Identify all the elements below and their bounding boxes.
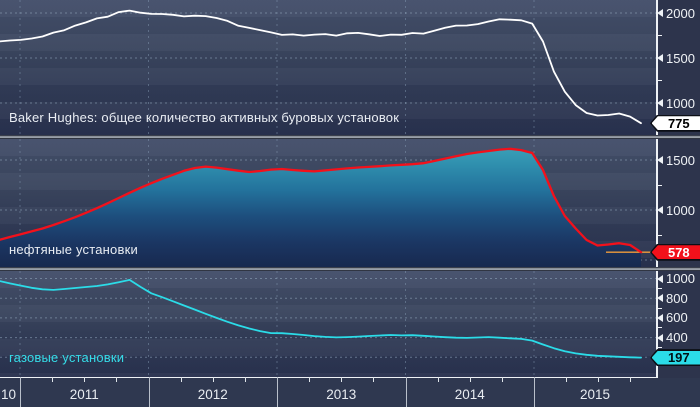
panel-divider[interactable]	[0, 135, 700, 139]
x-axis-minor-tick	[437, 377, 439, 382]
tick-arrow-icon	[657, 9, 663, 17]
y-axis-tick-label: 2000	[657, 5, 695, 21]
tick-arrow-icon	[657, 274, 663, 283]
x-axis-minor-tick	[180, 377, 182, 382]
x-axis-year-divider	[405, 377, 407, 407]
y-axis-tick-label: 1500	[657, 50, 695, 66]
y-axis-tick-label: 400	[657, 330, 688, 346]
tick-arrow-icon	[657, 313, 663, 322]
tick-arrow-icon	[657, 54, 663, 62]
x-axis-year-divider	[277, 377, 278, 407]
x-axis-minor-tick	[244, 377, 246, 382]
y-axis-tick-label: 1500	[657, 152, 695, 168]
x-axis-minor-tick	[309, 377, 311, 382]
x-axis-minor-tick	[373, 377, 375, 382]
y-axis-tick-label: 600	[657, 310, 688, 326]
last-value-oil: 578	[667, 244, 690, 260]
x-axis-minor-tick	[630, 377, 632, 382]
y-axis-value: 1500	[666, 152, 695, 168]
x-axis-minor-tick	[212, 377, 214, 382]
tick-arrow-icon	[657, 99, 663, 107]
y-axis-minor-tick	[657, 327, 662, 329]
last-value-total: 775	[667, 115, 690, 131]
oil-rigs-series-label: нефтяные установки	[9, 242, 138, 257]
tick-arrow-icon	[657, 333, 663, 342]
x-axis-label: 2012	[197, 387, 228, 402]
x-axis-label: 10	[1, 387, 17, 402]
x-axis-label: 2014	[454, 387, 485, 402]
last-value-tag-oil: 578	[650, 243, 700, 261]
y-axis-tick-label: 1000	[657, 271, 695, 287]
panel-divider[interactable]	[0, 267, 700, 271]
x-axis-year-divider	[148, 377, 150, 407]
y-axis-value: 1000	[666, 271, 695, 286]
x-axis-year-divider	[534, 377, 535, 407]
y-axis-value: 1000	[666, 95, 695, 111]
y-axis-tick-label: 1000	[657, 202, 695, 218]
x-axis-label: 2015	[579, 387, 611, 402]
x-axis-line	[0, 376, 658, 378]
x-axis-minor-tick	[469, 377, 471, 382]
y-axis-value: 800	[666, 290, 688, 306]
y-axis-value: 600	[666, 310, 688, 326]
y-axis-minor-tick	[657, 35, 662, 36]
y-axis-minor-tick	[657, 234, 662, 236]
x-axis-minor-tick	[116, 377, 118, 382]
y-axis-minor-tick	[657, 184, 662, 186]
y-axis-minor-tick	[657, 346, 662, 348]
y-axis-value: 1500	[666, 50, 695, 66]
y-axis-minor-tick	[657, 287, 662, 289]
x-axis-minor-tick	[566, 377, 568, 382]
y-axis-line	[656, 0, 658, 377]
y-axis-minor-tick	[657, 307, 662, 309]
y-axis-column	[658, 0, 700, 377]
x-axis-minor-tick	[52, 377, 54, 382]
x-axis-minor-tick	[341, 377, 343, 382]
x-axis-minor-tick	[598, 377, 600, 382]
total-rigs-series-label: Baker Hughes: общее количество активных …	[9, 110, 400, 125]
tick-arrow-icon	[657, 206, 663, 214]
last-value-tag-total: 775	[650, 114, 700, 132]
y-axis-value: 1000	[666, 202, 695, 218]
x-axis-label: 2011	[69, 387, 99, 402]
y-axis-tick-label: 1000	[657, 95, 695, 111]
x-axis-label: 2013	[326, 387, 357, 402]
tick-arrow-icon	[657, 294, 663, 303]
y-axis-value: 2000	[666, 5, 695, 21]
x-axis-minor-tick	[84, 377, 86, 382]
y-axis-tick-label: 800	[657, 290, 688, 306]
x-axis-strip	[0, 378, 700, 407]
y-axis-minor-tick	[657, 80, 662, 81]
last-value-gas: 197	[667, 350, 690, 366]
x-axis-minor-tick	[501, 377, 503, 382]
x-axis-year-divider	[20, 377, 21, 407]
last-value-tag-gas: 197	[650, 349, 700, 367]
gas-rigs-series-label: газовые установки	[9, 350, 125, 365]
y-axis-value: 400	[666, 330, 688, 346]
tick-arrow-icon	[657, 156, 663, 164]
